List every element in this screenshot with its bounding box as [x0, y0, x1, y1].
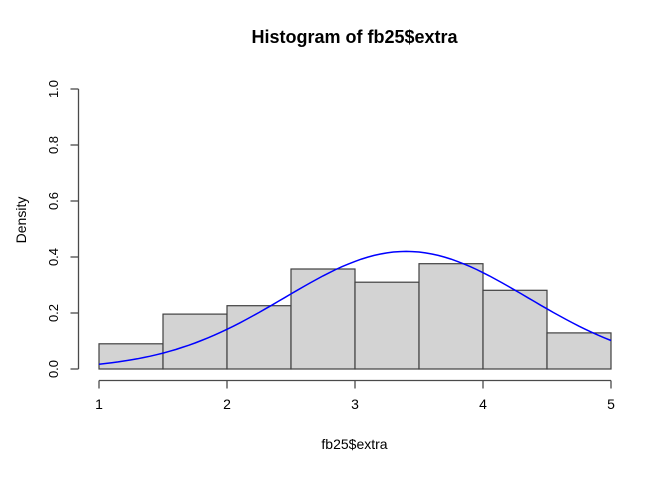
x-axis-label: fb25$extra: [321, 436, 388, 452]
histogram-bar: [226, 305, 292, 370]
x-tick-label: 1: [95, 396, 103, 412]
x-tick-label: 5: [607, 396, 615, 412]
y-tick-label: 1.0: [46, 80, 61, 98]
y-tick-label: 0.6: [46, 192, 61, 210]
histogram-bar: [162, 313, 228, 370]
x-tick-label: 3: [351, 396, 359, 412]
histogram-bar: [546, 332, 612, 370]
y-tick-label: 0.2: [46, 304, 61, 322]
histogram-bar: [98, 343, 164, 370]
x-tick-label: 4: [479, 396, 487, 412]
y-tick-label: 0.4: [46, 248, 61, 266]
y-tick-label: 0.8: [46, 136, 61, 154]
histogram-bar: [418, 263, 484, 370]
x-tick-label: 2: [223, 396, 231, 412]
histogram-bar: [482, 289, 548, 370]
chart-title: Histogram of fb25$extra: [251, 27, 458, 47]
y-tick-label: 0.0: [46, 360, 61, 378]
histogram-bar: [354, 281, 420, 370]
histogram-bar: [290, 268, 356, 370]
density-curve: [98, 250, 612, 365]
